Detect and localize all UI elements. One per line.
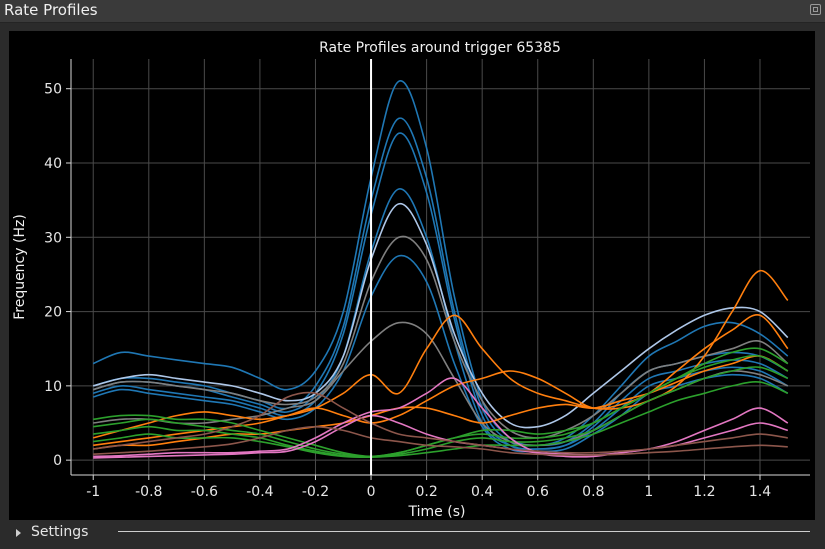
x-tick-label: 0 xyxy=(367,484,376,500)
series-line xyxy=(93,366,789,458)
x-tick-label: 1.4 xyxy=(749,484,771,500)
series-line xyxy=(93,425,788,456)
chart-title: Rate Profiles around trigger 65385 xyxy=(319,40,561,56)
window-titlebar: Rate Profiles xyxy=(0,0,825,23)
x-tick-label: 0.8 xyxy=(582,484,604,500)
x-tick-label: -0.4 xyxy=(246,484,273,500)
series-line xyxy=(92,235,789,439)
series-line xyxy=(93,354,789,458)
y-tick-label: 10 xyxy=(44,379,62,395)
settings-label[interactable]: Settings xyxy=(31,524,89,540)
window-title: Rate Profiles xyxy=(4,1,98,19)
y-tick-label: 30 xyxy=(44,230,62,246)
series-line xyxy=(93,381,789,459)
x-tick-label: -0.6 xyxy=(191,484,218,500)
series-line xyxy=(93,377,789,458)
x-tick-label: 0.2 xyxy=(415,484,437,500)
y-tick-label: 0 xyxy=(53,453,62,469)
series-line xyxy=(92,254,789,453)
x-tick-label: -0.2 xyxy=(302,484,329,500)
float-window-icon[interactable] xyxy=(810,4,821,15)
x-tick-label: -0.8 xyxy=(135,484,162,500)
x-tick-label: 0.4 xyxy=(471,484,493,500)
x-tick-label: 0.6 xyxy=(527,484,549,500)
series-line xyxy=(93,391,788,454)
x-tick-label: 1 xyxy=(644,484,653,500)
y-axis-label: Frequency (Hz) xyxy=(12,214,28,320)
y-tick-label: 40 xyxy=(44,156,62,172)
x-tick-label: -1 xyxy=(86,484,100,500)
series-line xyxy=(92,80,789,447)
chart-panel: -1 -0.8 -0.6 -0.4 -0.2 0 0.2 0.4 0.6 0.8 1 1.2 1.4 0 1… xyxy=(9,31,815,520)
y-tick-label: 20 xyxy=(44,305,62,321)
y-tick-label: 50 xyxy=(44,82,62,98)
series-line xyxy=(92,132,789,451)
settings-divider xyxy=(118,531,810,532)
series-line xyxy=(92,203,789,429)
settings-section[interactable]: Settings xyxy=(0,521,825,549)
x-tick-label: 1.2 xyxy=(693,484,715,500)
expand-arrow-icon[interactable] xyxy=(16,529,21,537)
rate-profiles-chart: -1 -0.8 -0.6 -0.4 -0.2 0 0.2 0.4 0.6 0.8 1 1.2 1.4 0 1… xyxy=(12,40,810,520)
x-axis-label: Time (s) xyxy=(408,504,466,520)
series-line xyxy=(92,269,789,439)
